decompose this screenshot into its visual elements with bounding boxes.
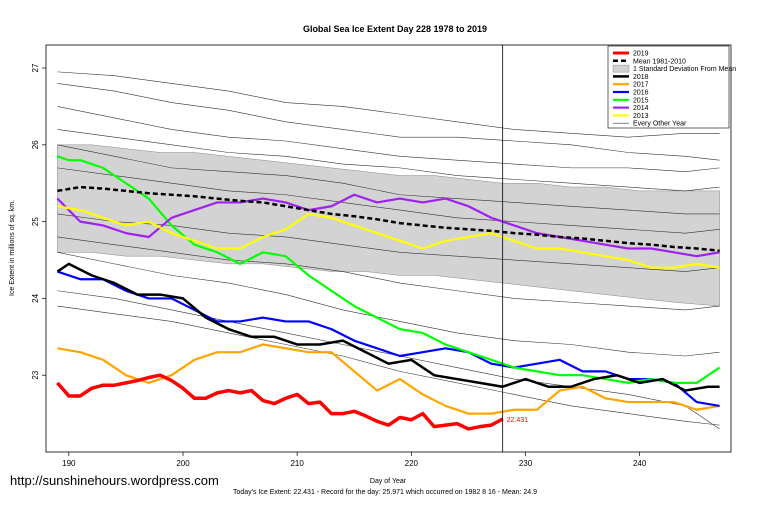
series-line-year-9 — [57, 71, 720, 138]
series-line-2018 — [56, 262, 720, 392]
series-line-year-13 — [57, 167, 720, 234]
series-line-2013 — [57, 205, 720, 269]
legend-label: 2017 — [633, 82, 649, 89]
credit-text: http://sunshinehours.wordpress.com — [10, 473, 219, 488]
series-line-year-15 — [57, 236, 720, 311]
y-tick-label: 26 — [31, 140, 40, 149]
legend-label: Every Other Year — [633, 121, 687, 128]
legend-swatch — [612, 64, 630, 73]
x-tick-label: 200 — [176, 459, 190, 468]
series-line-year-10 — [57, 106, 720, 173]
series-line-year-11 — [57, 129, 720, 192]
series-line-year-17 — [57, 290, 720, 430]
current-value-label: 22.431 — [507, 417, 529, 424]
x-tick-label: 220 — [405, 459, 419, 468]
x-axis-label: Day of Year — [370, 478, 407, 485]
series-line-2015 — [57, 155, 721, 384]
series-line-year-16 — [57, 252, 720, 357]
series-line-every-other-year — [57, 83, 720, 161]
series-line-mean-1981-2010 — [57, 185, 720, 253]
series-line-year-18 — [57, 305, 720, 426]
y-tick-label: 25 — [31, 217, 40, 226]
legend-label: 2016 — [633, 90, 649, 97]
y-tick-label: 27 — [31, 63, 40, 72]
series-line-2014 — [56, 193, 720, 258]
legend-label: 2018 — [633, 74, 649, 81]
legend-label: 1 Standard Deviation From Mean — [633, 66, 736, 73]
legend-label: 2019 — [633, 51, 649, 58]
chart-title: Global Sea Ice Extent Day 228 1978 to 20… — [303, 24, 487, 34]
plot-frame — [45, 44, 732, 453]
series-line-2017 — [57, 343, 720, 415]
footer-text: Today's Ice Extent: 22.431 - Record for … — [233, 489, 537, 496]
legend-label: 2015 — [633, 97, 649, 104]
legend-label: Mean 1981-2010 — [633, 58, 686, 65]
series-layer — [56, 71, 721, 431]
y-axis: 23 24 25 26 27 — [31, 63, 46, 380]
y-tick-label: 23 — [31, 370, 40, 379]
series-line-year-12 — [57, 144, 720, 215]
series-line-2016 — [57, 270, 720, 408]
legend-label: 2014 — [633, 105, 649, 112]
x-tick-label: 240 — [633, 459, 647, 468]
series-line-2019 — [56, 373, 504, 431]
x-tick-label: 230 — [519, 459, 533, 468]
x-tick-label: 210 — [290, 459, 304, 468]
y-tick-label: 24 — [31, 293, 40, 302]
legend-label: 2013 — [633, 113, 649, 120]
x-axis: 190 200 210 220 230 240 — [62, 452, 647, 468]
x-tick-label: 190 — [62, 459, 76, 468]
y-axis-label: Ice Extent in millions of sq. km. — [9, 200, 16, 296]
